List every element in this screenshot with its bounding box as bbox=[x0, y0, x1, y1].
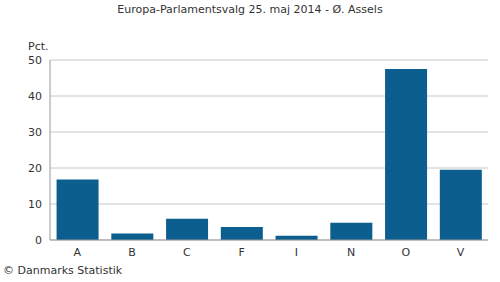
html-text:© Danmarks Statistik: © Danmarks Statistik bbox=[3, 264, 123, 277]
svg-text:30: 30 bbox=[28, 126, 42, 139]
svg-text:20: 20 bbox=[28, 162, 42, 175]
svg-text:O: O bbox=[402, 246, 411, 259]
html-text:Pct.: Pct. bbox=[28, 40, 49, 53]
svg-text:V: V bbox=[457, 246, 465, 259]
svg-text:10: 10 bbox=[28, 198, 42, 211]
svg-text:F: F bbox=[238, 246, 244, 259]
svg-text:40: 40 bbox=[28, 90, 42, 103]
svg-text:50: 50 bbox=[28, 54, 42, 67]
html-text:Europa-Parlamentsvalg 25. maj: Europa-Parlamentsvalg 25. maj 2014 - Ø. … bbox=[117, 3, 383, 16]
svg-text:N: N bbox=[347, 246, 355, 259]
svg-text:B: B bbox=[128, 246, 136, 259]
svg-text:0: 0 bbox=[35, 234, 42, 247]
svg-text:C: C bbox=[183, 246, 191, 259]
svg-text:I: I bbox=[295, 246, 298, 259]
svg-text:A: A bbox=[74, 246, 82, 259]
